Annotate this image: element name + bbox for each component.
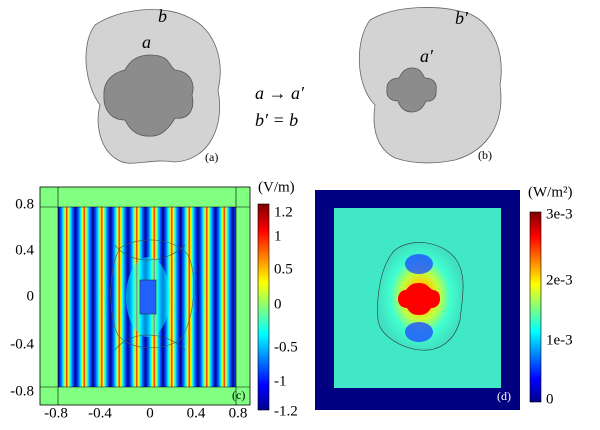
colorbar-tick-label: 1 (274, 228, 282, 244)
colorbar-tick-label: 1.2 (274, 204, 293, 220)
y-tick-label: -0.4 (10, 336, 34, 352)
transform-line: a → a′ (255, 83, 305, 103)
colorbar-unit: (W/m²) (528, 184, 572, 200)
y-tick-label: 0.8 (15, 196, 34, 212)
caption: (c) (232, 388, 245, 402)
caption: (d) (497, 389, 511, 403)
colorbar-tick-label: -1.2 (274, 403, 298, 419)
field-minimum (405, 254, 433, 274)
inner-label: a (142, 32, 151, 52)
colorbar (257, 203, 270, 411)
colorbar-tick-label: -0.5 (274, 339, 298, 355)
x-tick-label: 0.4 (187, 405, 206, 421)
caption: (a) (205, 150, 218, 164)
panel-a: b a (a) (85, 6, 221, 164)
y-tick-label: 0 (27, 288, 35, 304)
panel-b: b′ a′ (b) (358, 7, 502, 164)
colorbar (529, 211, 542, 403)
field-minimum (405, 322, 433, 342)
y-tick-label: -0.8 (10, 383, 34, 399)
colorbar-tick-label: 0.5 (274, 261, 293, 277)
field-distortion (114, 244, 186, 351)
colorbar-tick-label: -1 (274, 373, 287, 389)
inner-label: a′ (420, 46, 434, 66)
outer-label: b (158, 6, 167, 26)
panel-d: (d) (W/m²) 3e-3 2e-3 1e-3 0 (315, 184, 573, 410)
colorbar-tick-label: 0 (546, 391, 554, 407)
x-tick-label: 0 (146, 405, 154, 421)
y-tick-label: 0.4 (15, 242, 34, 258)
x-tick-label: -0.4 (88, 405, 112, 421)
x-tick-label: 0.8 (229, 405, 248, 421)
inner-region (386, 67, 437, 113)
transform-line: b′ = b (255, 110, 298, 130)
panel-c: 0.8 0.4 0 -0.4 -0.8 -0.8 -0.4 0 0.4 0.8 … (10, 179, 298, 421)
colorbar-tick-label: 0 (274, 296, 282, 312)
colorbar-tick-label: 1e-3 (546, 332, 573, 348)
scatterer (398, 283, 440, 315)
colorbar-tick-label: 3e-3 (546, 206, 573, 222)
colorbar-tick-label: 2e-3 (546, 272, 573, 288)
outer-label: b′ (455, 8, 469, 28)
inner-region (103, 54, 194, 137)
caption: (b) (478, 148, 492, 162)
colorbar-unit: (V/m) (258, 179, 295, 195)
x-tick-label: -0.8 (44, 405, 68, 421)
